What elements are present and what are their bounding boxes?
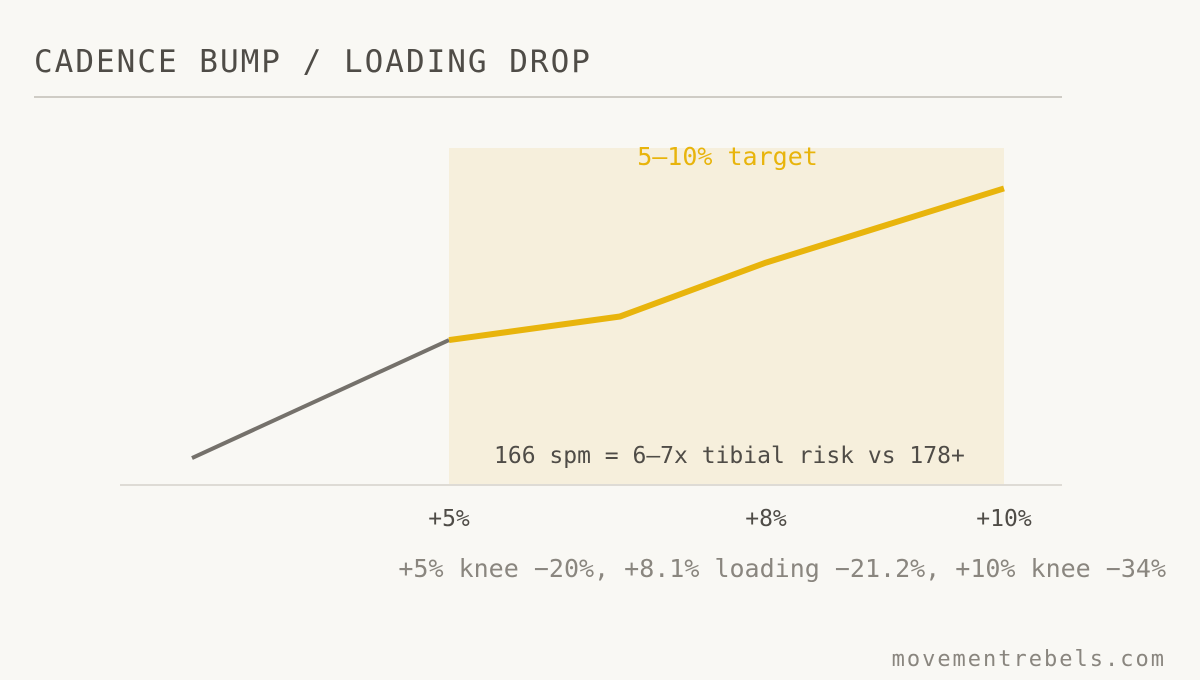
annotation: 166 spm = 6–7x tibial risk vs 178+ — [494, 443, 965, 469]
x-tick-label: +8% — [745, 506, 787, 532]
x-tick-label: +10% — [976, 506, 1032, 532]
series-line — [448, 185, 1005, 344]
band-label: 5–10% target — [637, 142, 818, 171]
x-tick-label: +5% — [428, 506, 470, 532]
target-band — [449, 148, 1004, 485]
series-line — [191, 338, 450, 460]
source: movementrebels.com — [892, 647, 1166, 672]
chart-title: CADENCE BUMP / LOADING DROP — [34, 44, 592, 80]
note: +5% knee −20%, +8.1% loading −21.2%, +10… — [398, 554, 1166, 583]
